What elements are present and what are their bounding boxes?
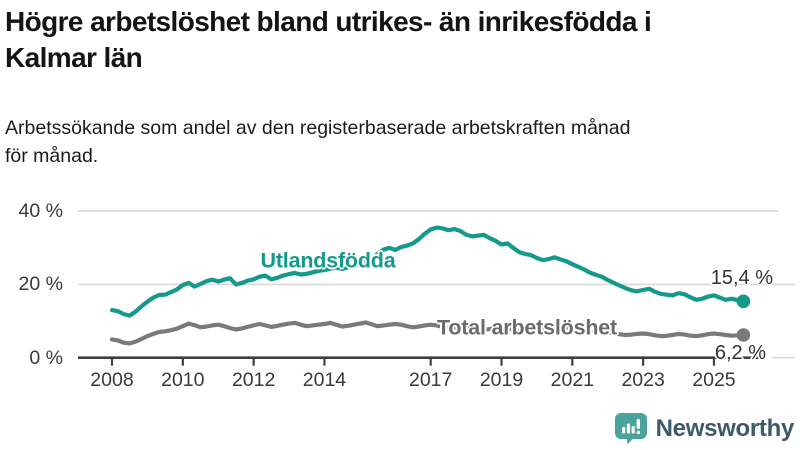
x-tick-label-2025: 2025 xyxy=(692,369,736,391)
title-line-1: Högre arbetslöshet bland utrikes- än inr… xyxy=(5,6,652,37)
newsworthy-logo[interactable]: Newsworthy xyxy=(614,412,794,445)
chart-subtitle: Arbetssökande som andel av den registerb… xyxy=(5,114,785,170)
series-line-total xyxy=(109,320,746,346)
y-tick-label-20: 20 % xyxy=(18,273,63,295)
x-tick-label-2023: 2023 xyxy=(621,369,664,391)
x-tick-label-2008: 2008 xyxy=(90,369,133,391)
y-tick-label-0: 0 % xyxy=(29,347,63,369)
series-label-total-arbetsloshet: Total arbetslöshet xyxy=(437,315,617,340)
subtitle-line-2: för månad. xyxy=(5,145,99,167)
title-line-2: Kalmar län xyxy=(5,42,143,73)
end-value-label-total: 6,2 % xyxy=(714,342,766,364)
x-tick-label-2021: 2021 xyxy=(551,369,594,391)
x-tick-label-2017: 2017 xyxy=(409,369,452,391)
series-end-dot-total xyxy=(736,328,751,342)
page-title: Högre arbetslöshet bland utrikes- än inr… xyxy=(5,4,797,76)
x-tick-label-2012: 2012 xyxy=(232,369,275,391)
series-line-utlandsfodda xyxy=(109,225,746,318)
y-tick-label-40: 40 % xyxy=(18,200,63,222)
series-label-utlandsfodda: Utlandsfödda xyxy=(260,248,396,273)
newsworthy-wordmark: Newsworthy xyxy=(655,414,795,442)
newsworthy-icon xyxy=(614,413,647,445)
end-value-label-utlandsfodda: 15,4 % xyxy=(710,267,773,289)
subtitle-line-1: Arbetssökande som andel av den registerb… xyxy=(5,117,631,139)
x-tick-label-2019: 2019 xyxy=(480,369,523,391)
x-tick-label-2014: 2014 xyxy=(303,369,347,391)
x-tick-label-2010: 2010 xyxy=(161,369,205,391)
series-end-dot-utlandsfodda xyxy=(736,294,751,309)
